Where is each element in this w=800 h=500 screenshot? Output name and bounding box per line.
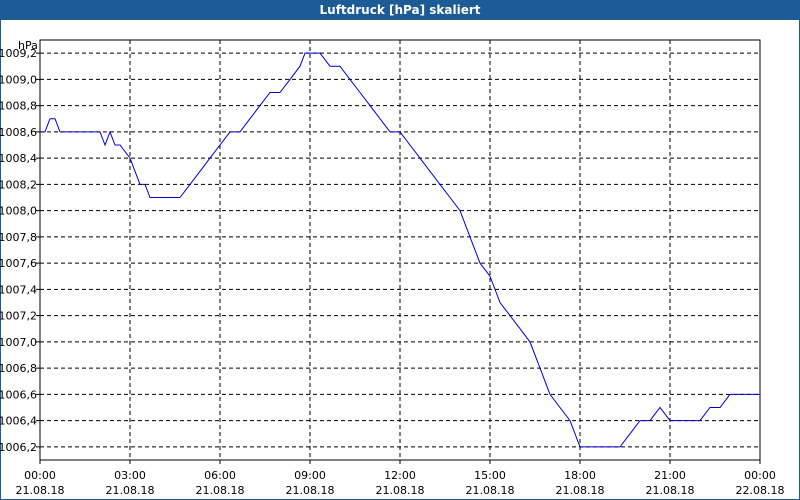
y-tick-label: 1008,0 — [0, 205, 37, 218]
y-tick-label: 1008,8 — [0, 100, 37, 113]
chart-title: Luftdruck [hPa] skaliert — [0, 0, 800, 20]
y-tick-label: 1006,2 — [0, 441, 37, 454]
y-tick-label: 1008,4 — [0, 152, 37, 165]
y-axis-label: hPa — [18, 39, 38, 52]
x-axis-ticks: 00:00 21.08.18 03:00 21.08.18 06:00 21.08.18 0… — [16, 460, 785, 497]
x-tick-time-label: 09:00 — [294, 469, 326, 482]
x-tick-date-label: 21.08.18 — [466, 484, 515, 497]
x-tick-time-label: 00:00 — [744, 469, 776, 482]
y-tick-label: 1007,0 — [0, 336, 37, 349]
x-tick-date-label: 21.08.18 — [196, 484, 245, 497]
x-tick-date-label: 22.08.18 — [736, 484, 785, 497]
series-group — [40, 52, 760, 448]
x-tick-date-label: 21.08.18 — [16, 484, 65, 497]
y-tick-label: 1008,6 — [0, 126, 37, 139]
grid — [40, 40, 760, 460]
pressure-series-line — [40, 52, 760, 448]
x-tick-time-label: 18:00 — [564, 469, 596, 482]
y-tick-label: 1008,2 — [0, 178, 37, 191]
y-tick-label: 1006,8 — [0, 362, 37, 375]
x-tick-date-label: 21.08.18 — [646, 484, 695, 497]
x-tick-date-label: 21.08.18 — [556, 484, 605, 497]
y-tick-label: 1007,2 — [0, 310, 37, 323]
x-tick-time-label: 06:00 — [204, 469, 236, 482]
x-tick-time-label: 21:00 — [654, 469, 686, 482]
y-tick-label: 1009,2 — [0, 47, 37, 60]
y-tick-label: 1006,4 — [0, 415, 37, 428]
x-tick-time-label: 00:00 — [24, 469, 56, 482]
x-tick-date-label: 21.08.18 — [286, 484, 335, 497]
y-tick-label: 1009,0 — [0, 73, 37, 86]
x-tick-date-label: 21.08.18 — [106, 484, 155, 497]
y-axis-ticks: 1006,2 1006,4 1006,6 1006,8 1007,0 1007,2 1007… — [0, 47, 40, 454]
y-tick-label: 1007,4 — [0, 283, 37, 296]
x-tick-date-label: 21.08.18 — [376, 484, 425, 497]
y-tick-label: 1007,6 — [0, 257, 37, 270]
x-tick-time-label: 12:00 — [384, 469, 416, 482]
y-tick-label: 1006,6 — [0, 388, 37, 401]
x-tick-time-label: 15:00 — [474, 469, 506, 482]
y-tick-label: 1007,8 — [0, 231, 37, 244]
x-tick-time-label: 03:00 — [114, 469, 146, 482]
